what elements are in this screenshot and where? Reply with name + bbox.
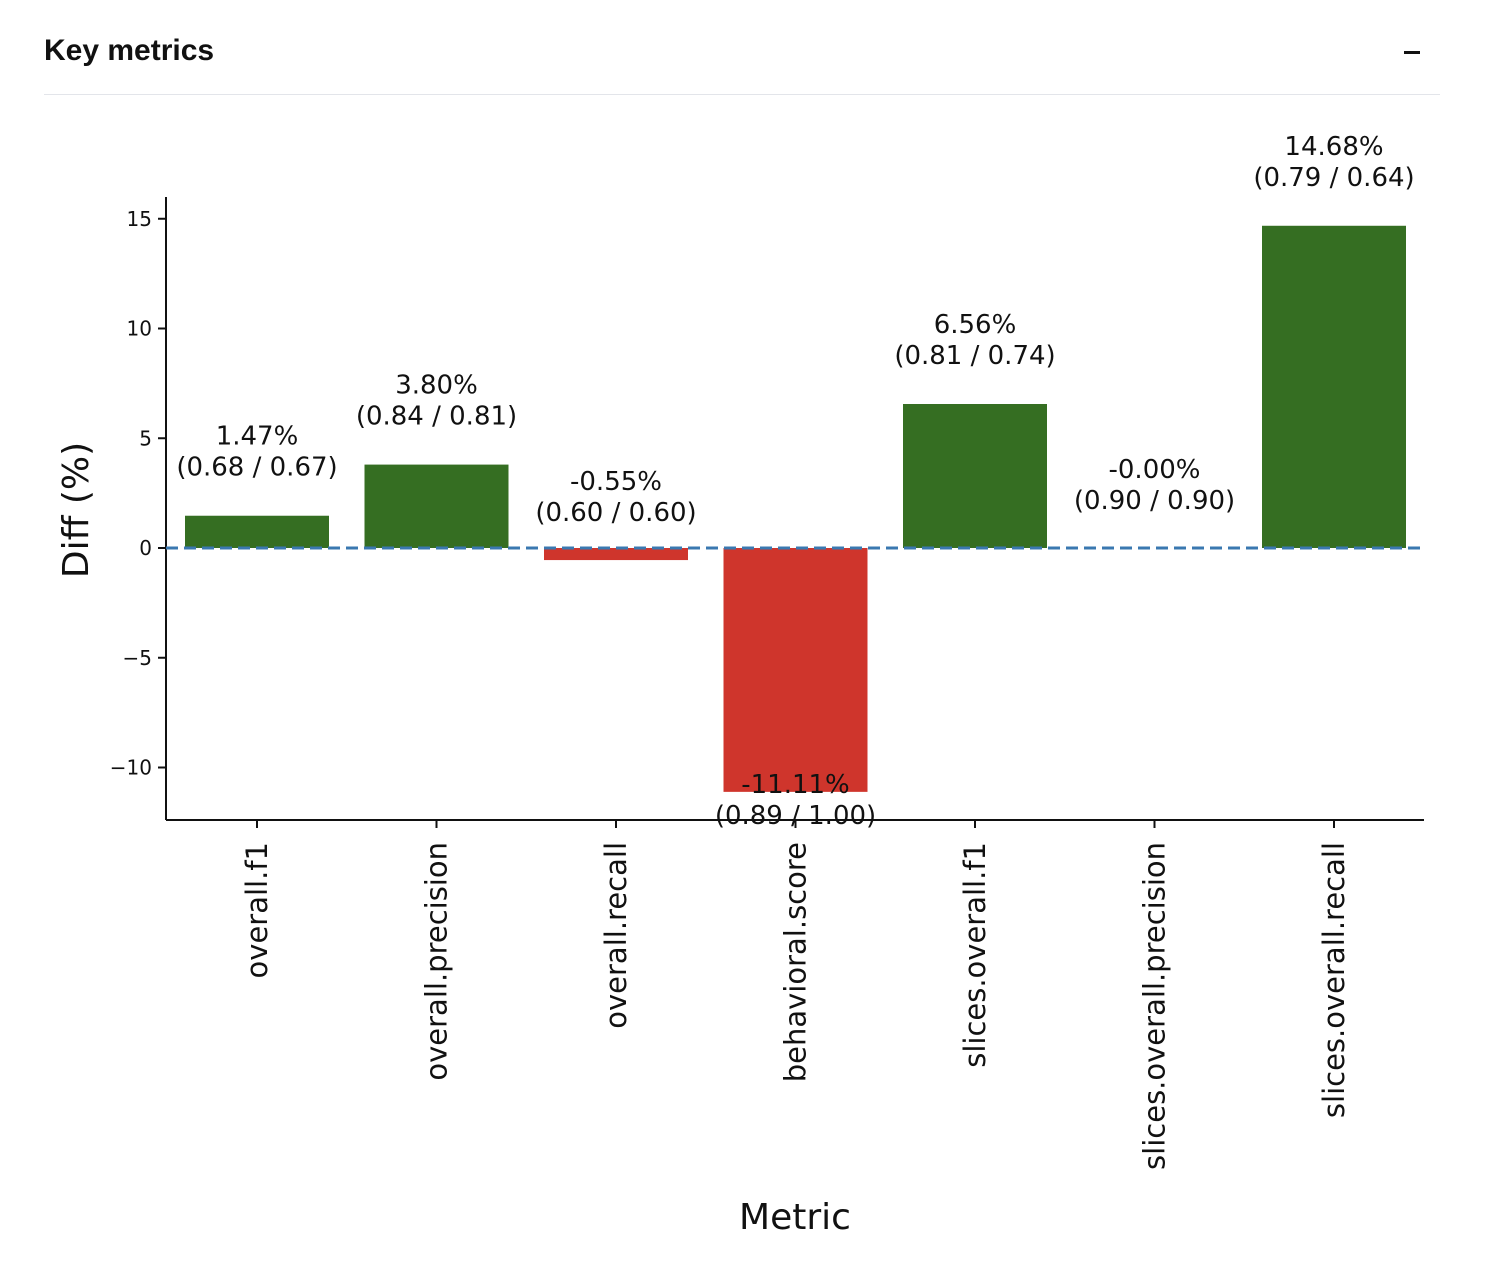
x-tick-label: overall.precision: [420, 842, 454, 1081]
bar-overall.recall: [544, 548, 688, 561]
x-tick-label: behavioral.score: [779, 842, 813, 1082]
x-axis-label: Metric: [739, 1197, 851, 1238]
y-axis-label: Diff (%): [56, 442, 97, 578]
panel-title: Key metrics: [44, 34, 215, 67]
bar-overall.precision: [364, 464, 509, 548]
x-tick-label: overall.recall: [599, 842, 633, 1029]
x-tick-label: slices.overall.precision: [1138, 842, 1172, 1170]
bar-ratio-label: (0.79 / 0.64): [1253, 163, 1414, 193]
bar-ratio-label: (0.84 / 0.81): [356, 402, 517, 432]
bar-value-label: 6.56%: [934, 310, 1017, 340]
y-tick-label: 5: [139, 426, 152, 450]
bar-labels-layer: 1.47%(0.68 / 0.67) 3.80%(0.84 / 0.81) -0.5…: [176, 132, 1414, 831]
bar-slices.overall.recall: [1262, 225, 1406, 549]
bar-value-label: -0.00%: [1109, 455, 1201, 485]
bar-ratio-label: (0.81 / 0.74): [894, 341, 1055, 371]
y-tick-label: 10: [127, 317, 152, 341]
bars-layer: [185, 225, 1406, 792]
y-tick-label: 15: [127, 207, 152, 231]
axes-layer: 15 10 5 0 −5 −10 overall.f1 overall.precision ov…: [110, 197, 1424, 1170]
bar-overall.f1: [185, 515, 329, 548]
bar-value-label: 3.80%: [395, 371, 478, 401]
x-tick-label: slices.overall.f1: [958, 842, 992, 1068]
bar-slices.overall.f1: [903, 404, 1047, 548]
y-tick-label: −10: [110, 756, 152, 780]
bar-behavioral.score: [723, 548, 868, 792]
x-tick-label: overall.f1: [240, 842, 274, 978]
bar-ratio-label: (0.60 / 0.60): [535, 498, 696, 528]
collapse-button[interactable]: [1396, 36, 1426, 66]
bar-value-label: 1.47%: [216, 422, 299, 452]
bar-value-label: 14.68%: [1284, 132, 1383, 162]
bar-value-label: -11.11%: [741, 770, 850, 800]
x-tick-label: slices.overall.recall: [1317, 842, 1351, 1118]
bar-ratio-label: (0.68 / 0.67): [176, 453, 337, 483]
panel-header: Key metrics: [44, 18, 1440, 95]
y-tick-label: −5: [123, 646, 152, 670]
bar-ratio-label: (0.90 / 0.90): [1074, 486, 1235, 516]
minus-icon: [1404, 51, 1420, 54]
y-tick-label: 0: [139, 536, 152, 560]
bar-ratio-label: (0.89 / 1.00): [715, 801, 876, 831]
bar-value-label: -0.55%: [570, 467, 662, 497]
